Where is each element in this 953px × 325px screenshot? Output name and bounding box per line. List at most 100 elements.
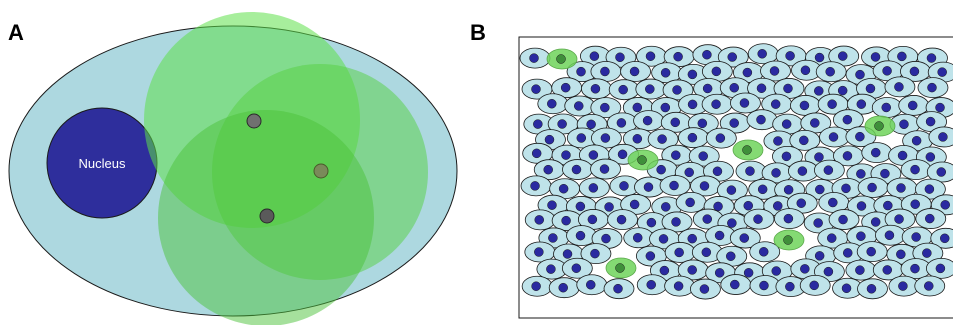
tissue-cell-nucleus — [729, 83, 739, 93]
tissue-cell-nucleus — [781, 119, 792, 129]
tissue-cell-nucleus — [814, 86, 824, 96]
tissue-cell-nucleus — [645, 84, 655, 94]
tissue-cell-nucleus — [643, 182, 654, 192]
tissue-cell-nucleus — [629, 199, 640, 210]
tissue-cell-nucleus — [739, 233, 750, 243]
tissue-cell-nucleus — [575, 230, 586, 241]
tissue-cell-nucleus — [645, 251, 656, 261]
tissue-cell-nucleus — [743, 200, 754, 211]
tissue-cell-nucleus — [531, 148, 542, 159]
tissue-cell-nucleus — [576, 133, 587, 143]
tissue-cell-nucleus — [687, 132, 698, 143]
tissue-cell-nucleus — [632, 134, 643, 144]
tissue-cell-nucleus — [588, 150, 599, 160]
highlighted-cell-nucleus — [615, 263, 625, 273]
tissue-cell-nucleus — [896, 249, 906, 260]
tissue-cell-nucleus — [660, 102, 671, 113]
tissue-cell-nucleus — [809, 280, 819, 291]
tissue-cell-nucleus — [814, 52, 825, 63]
tissue-cell-nucleus — [828, 132, 839, 142]
tissue-cell-nucleus — [557, 119, 567, 129]
tissue-cell-nucleus — [727, 218, 737, 228]
tissue-cell-nucleus — [827, 99, 837, 109]
tissue-cell-nucleus — [531, 281, 541, 291]
tissue-cell-nucleus — [842, 151, 853, 161]
highlighted-cell-nucleus — [742, 145, 752, 155]
tissue-cell-nucleus — [842, 248, 853, 258]
tissue-cell-nucleus — [897, 150, 908, 161]
tissue-cell-nucleus — [702, 49, 712, 60]
tissue-cell-nucleus — [745, 166, 755, 176]
tissue-cell-nucleus — [660, 68, 671, 78]
tissue-cell-nucleus — [940, 233, 950, 244]
tissue-cell-nucleus — [726, 185, 737, 195]
tissue-cell-nucleus — [800, 65, 811, 76]
tissue-cell-nucleus — [826, 233, 837, 243]
tissue-cell-nucleus — [837, 85, 848, 96]
tissue-cell-nucleus — [771, 266, 782, 276]
tissue-cell-nucleus — [922, 248, 932, 258]
dot-bottom — [259, 208, 275, 224]
tissue-cell-nucleus — [562, 249, 573, 259]
tissue-cell-nucleus — [586, 119, 596, 130]
tissue-cell-nucleus — [814, 152, 824, 162]
tissue-cell-nucleus — [866, 246, 876, 257]
tissue-cell-nucleus — [656, 164, 666, 175]
tissue-cell-nucleus — [800, 264, 810, 274]
panel-a: A Nucleus — [8, 12, 458, 325]
tissue-cell-nucleus — [534, 247, 544, 257]
tissue-cell-nucleus — [701, 247, 712, 258]
tissue-cell-nucleus — [743, 268, 754, 278]
tissue-cell-nucleus — [898, 281, 908, 291]
tissue-cell-nucleus — [702, 214, 713, 224]
tissue-cell-nucleus — [618, 84, 628, 95]
tissue-cell-nucleus — [616, 214, 627, 225]
tissue-cell-nucleus — [855, 131, 865, 142]
tissue-cell-nucleus — [855, 265, 865, 275]
tissue-cell-nucleus — [856, 99, 867, 109]
tissue-cell-nucleus — [884, 230, 895, 241]
tissue-cell-nucleus — [727, 52, 737, 62]
tissue-cell-nucleus — [910, 263, 920, 274]
tissue-cell-nucleus — [841, 183, 851, 194]
tissue-cell-nucleus — [813, 218, 823, 228]
tissue-cell-nucleus — [935, 102, 945, 113]
tissue-cell-nucleus — [687, 265, 697, 275]
tissue-cell-nucleus — [825, 66, 835, 77]
tissue-cell-nucleus — [548, 233, 558, 243]
tissue-cell-nucleus — [613, 283, 623, 294]
tissue-cell-nucleus — [882, 66, 892, 76]
tissue-cell-nucleus — [687, 99, 698, 110]
panel-b-label: B — [470, 20, 486, 45]
tissue-cell-nucleus — [935, 263, 946, 274]
tissue-cell-nucleus — [757, 49, 767, 59]
tissue-cell-nucleus — [684, 167, 694, 178]
tissue-cells — [519, 43, 953, 300]
tissue-cell-nucleus — [547, 200, 557, 210]
tissue-cell-nucleus — [697, 118, 708, 129]
tissue-cell-nucleus — [588, 183, 599, 193]
tissue-cell-nucleus — [590, 248, 600, 259]
tissue-cell-nucleus — [785, 281, 795, 292]
tissue-cell-nucleus — [781, 151, 792, 162]
tissue-cell-nucleus — [823, 266, 834, 277]
tissue-cell-nucleus — [674, 247, 684, 258]
tissue-cell-nucleus — [659, 265, 670, 276]
tissue-cell-nucleus — [547, 98, 557, 109]
tissue-cell-nucleus — [575, 201, 586, 212]
tissue-cell-nucleus — [546, 264, 556, 274]
tissue-cell-nucleus — [599, 164, 610, 174]
tissue-cell-nucleus — [867, 182, 877, 193]
tissue-cell-nucleus — [587, 214, 598, 225]
tissue-cell-nucleus — [600, 102, 610, 113]
tissue-cell-nucleus — [783, 213, 794, 224]
tissue-cell-nucleus — [940, 200, 950, 210]
tissue-cell-nucleus — [645, 51, 656, 61]
tissue-cell-nucleus — [936, 167, 947, 177]
tissue-cell-nucleus — [810, 118, 820, 128]
tissue-cell-nucleus — [865, 83, 876, 94]
tissue-cell-nucleus — [629, 66, 640, 77]
tissue-cell-nucleus — [646, 279, 656, 290]
tissue-cell-nucleus — [911, 135, 922, 146]
